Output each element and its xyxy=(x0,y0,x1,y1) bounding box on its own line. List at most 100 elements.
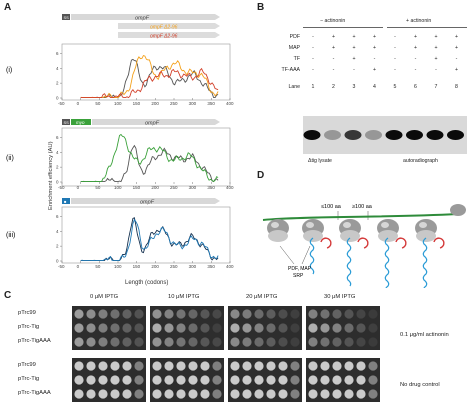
lysate-label: Δtig lysate xyxy=(308,158,332,164)
colony-spot xyxy=(368,309,378,319)
colony-spot xyxy=(176,375,186,385)
trigger-factor xyxy=(433,237,445,249)
trace-blue-iii xyxy=(80,218,219,262)
row-cell: - xyxy=(332,67,335,73)
svg-text:SS: SS xyxy=(64,120,70,125)
trigger-factor xyxy=(357,237,369,249)
x-tick-label: 200 xyxy=(151,185,159,190)
colony-spot xyxy=(122,337,132,347)
y-tick-label: 0 xyxy=(56,180,59,185)
sublabel-i: (i) xyxy=(6,67,12,74)
trace-red-i xyxy=(80,67,219,99)
strain-label: pTrc-Tig xyxy=(18,376,40,382)
colony-spot xyxy=(122,389,132,399)
colony-spot xyxy=(134,323,144,333)
colony-spot xyxy=(356,309,366,319)
colony-spot xyxy=(266,389,276,399)
trace-navy-iii xyxy=(80,217,219,262)
ss-box-i xyxy=(62,14,70,20)
strain-label: pTrc-TigAAA xyxy=(18,338,51,344)
minus-divider xyxy=(303,27,383,28)
colony-spot xyxy=(212,309,222,319)
row-cell: + xyxy=(331,34,336,40)
colony-spot xyxy=(320,323,330,333)
colony-spot xyxy=(110,389,120,399)
colony-spot xyxy=(230,309,240,319)
colony-spot xyxy=(266,361,276,371)
x-tick-label: 250 xyxy=(170,185,178,190)
colony-spot xyxy=(308,361,318,371)
row-label: MAP xyxy=(288,45,300,51)
ss-box-ii xyxy=(62,119,70,125)
row-cell: - xyxy=(353,67,355,73)
colony-spot xyxy=(188,309,198,319)
colony-spot xyxy=(290,361,300,371)
colony-spot xyxy=(74,375,84,385)
control-label: No drug control xyxy=(400,382,440,388)
colony-spot xyxy=(188,375,198,385)
colony-spot xyxy=(308,323,318,333)
colony-spot xyxy=(134,361,144,371)
trace-gray-ii xyxy=(80,144,219,183)
colony-spot xyxy=(74,389,84,399)
colony-spot xyxy=(266,375,276,385)
x-tick-label: 0 xyxy=(77,264,80,269)
x-tick-label: 100 xyxy=(114,264,122,269)
row-cell: + xyxy=(454,45,459,51)
row-cell: - xyxy=(312,56,314,62)
colony-spot xyxy=(242,361,252,371)
y-tick-label: 2 xyxy=(56,81,59,86)
colony-spot xyxy=(176,309,186,319)
row-cell: + xyxy=(352,34,356,40)
ompf-arrow-iii xyxy=(71,198,220,204)
row-cell: - xyxy=(312,45,314,51)
spot-plate xyxy=(306,306,380,350)
y-tick-label: 4 xyxy=(56,150,59,155)
construct-i: SS ompF ompF Δ2-96 ompF Δ2-96 xyxy=(62,14,220,40)
colony-spot xyxy=(266,323,276,333)
nascent-chain xyxy=(422,237,428,288)
colony-spot xyxy=(368,337,378,347)
x-tick-label: 200 xyxy=(151,264,159,269)
construct-ii: SS myo ompF xyxy=(62,119,220,127)
colony-spot xyxy=(332,375,342,385)
delta-label-2: ompF Δ2-96 xyxy=(150,34,178,40)
iptg-condition: 0 μM IPTG xyxy=(90,294,119,300)
colony-spot xyxy=(98,309,108,319)
strain-label: pTrc99 xyxy=(18,310,36,316)
colony-spot xyxy=(200,375,210,385)
colony-spot xyxy=(86,389,96,399)
lane-number: 1 xyxy=(311,84,315,90)
drug-label: 0.1 μg/ml actinonin xyxy=(400,332,449,338)
colony-spot xyxy=(230,375,240,385)
gel-band xyxy=(385,130,403,140)
colony-spot xyxy=(152,375,162,385)
row-cell: + xyxy=(454,67,459,73)
colony-spot xyxy=(320,361,330,371)
colony-spot xyxy=(320,375,330,385)
row-cell: - xyxy=(332,56,335,62)
x-tick-label: 150 xyxy=(133,101,141,106)
colony-spot xyxy=(110,309,120,319)
colony-spot xyxy=(278,323,288,333)
row-cell: + xyxy=(434,56,438,62)
myo-box xyxy=(71,119,91,125)
gel-band xyxy=(447,130,464,140)
colony-spot xyxy=(176,323,186,333)
panel-letter-d: D xyxy=(257,170,265,181)
colony-spot xyxy=(290,375,300,385)
spot-plate xyxy=(150,306,224,350)
colony-spot xyxy=(152,323,162,333)
y-axis-label: Enrichment efficiency (AU) xyxy=(48,141,54,210)
colony-spot xyxy=(164,323,174,333)
trace-black-i xyxy=(80,58,219,99)
colony-spot xyxy=(356,337,366,347)
ss-label-i: SS xyxy=(64,15,70,20)
x-tick-label: 300 xyxy=(189,185,197,190)
ompf-label-i: ompF xyxy=(135,16,150,22)
panel-d-diagram: ≤100 aa ≥100 aa PDF, MAP SRP xyxy=(262,204,466,288)
colony-spot xyxy=(134,337,144,347)
x-tick-label: 150 xyxy=(133,264,141,269)
x-tick-label: 300 xyxy=(189,264,197,269)
row-cell: + xyxy=(352,56,356,62)
